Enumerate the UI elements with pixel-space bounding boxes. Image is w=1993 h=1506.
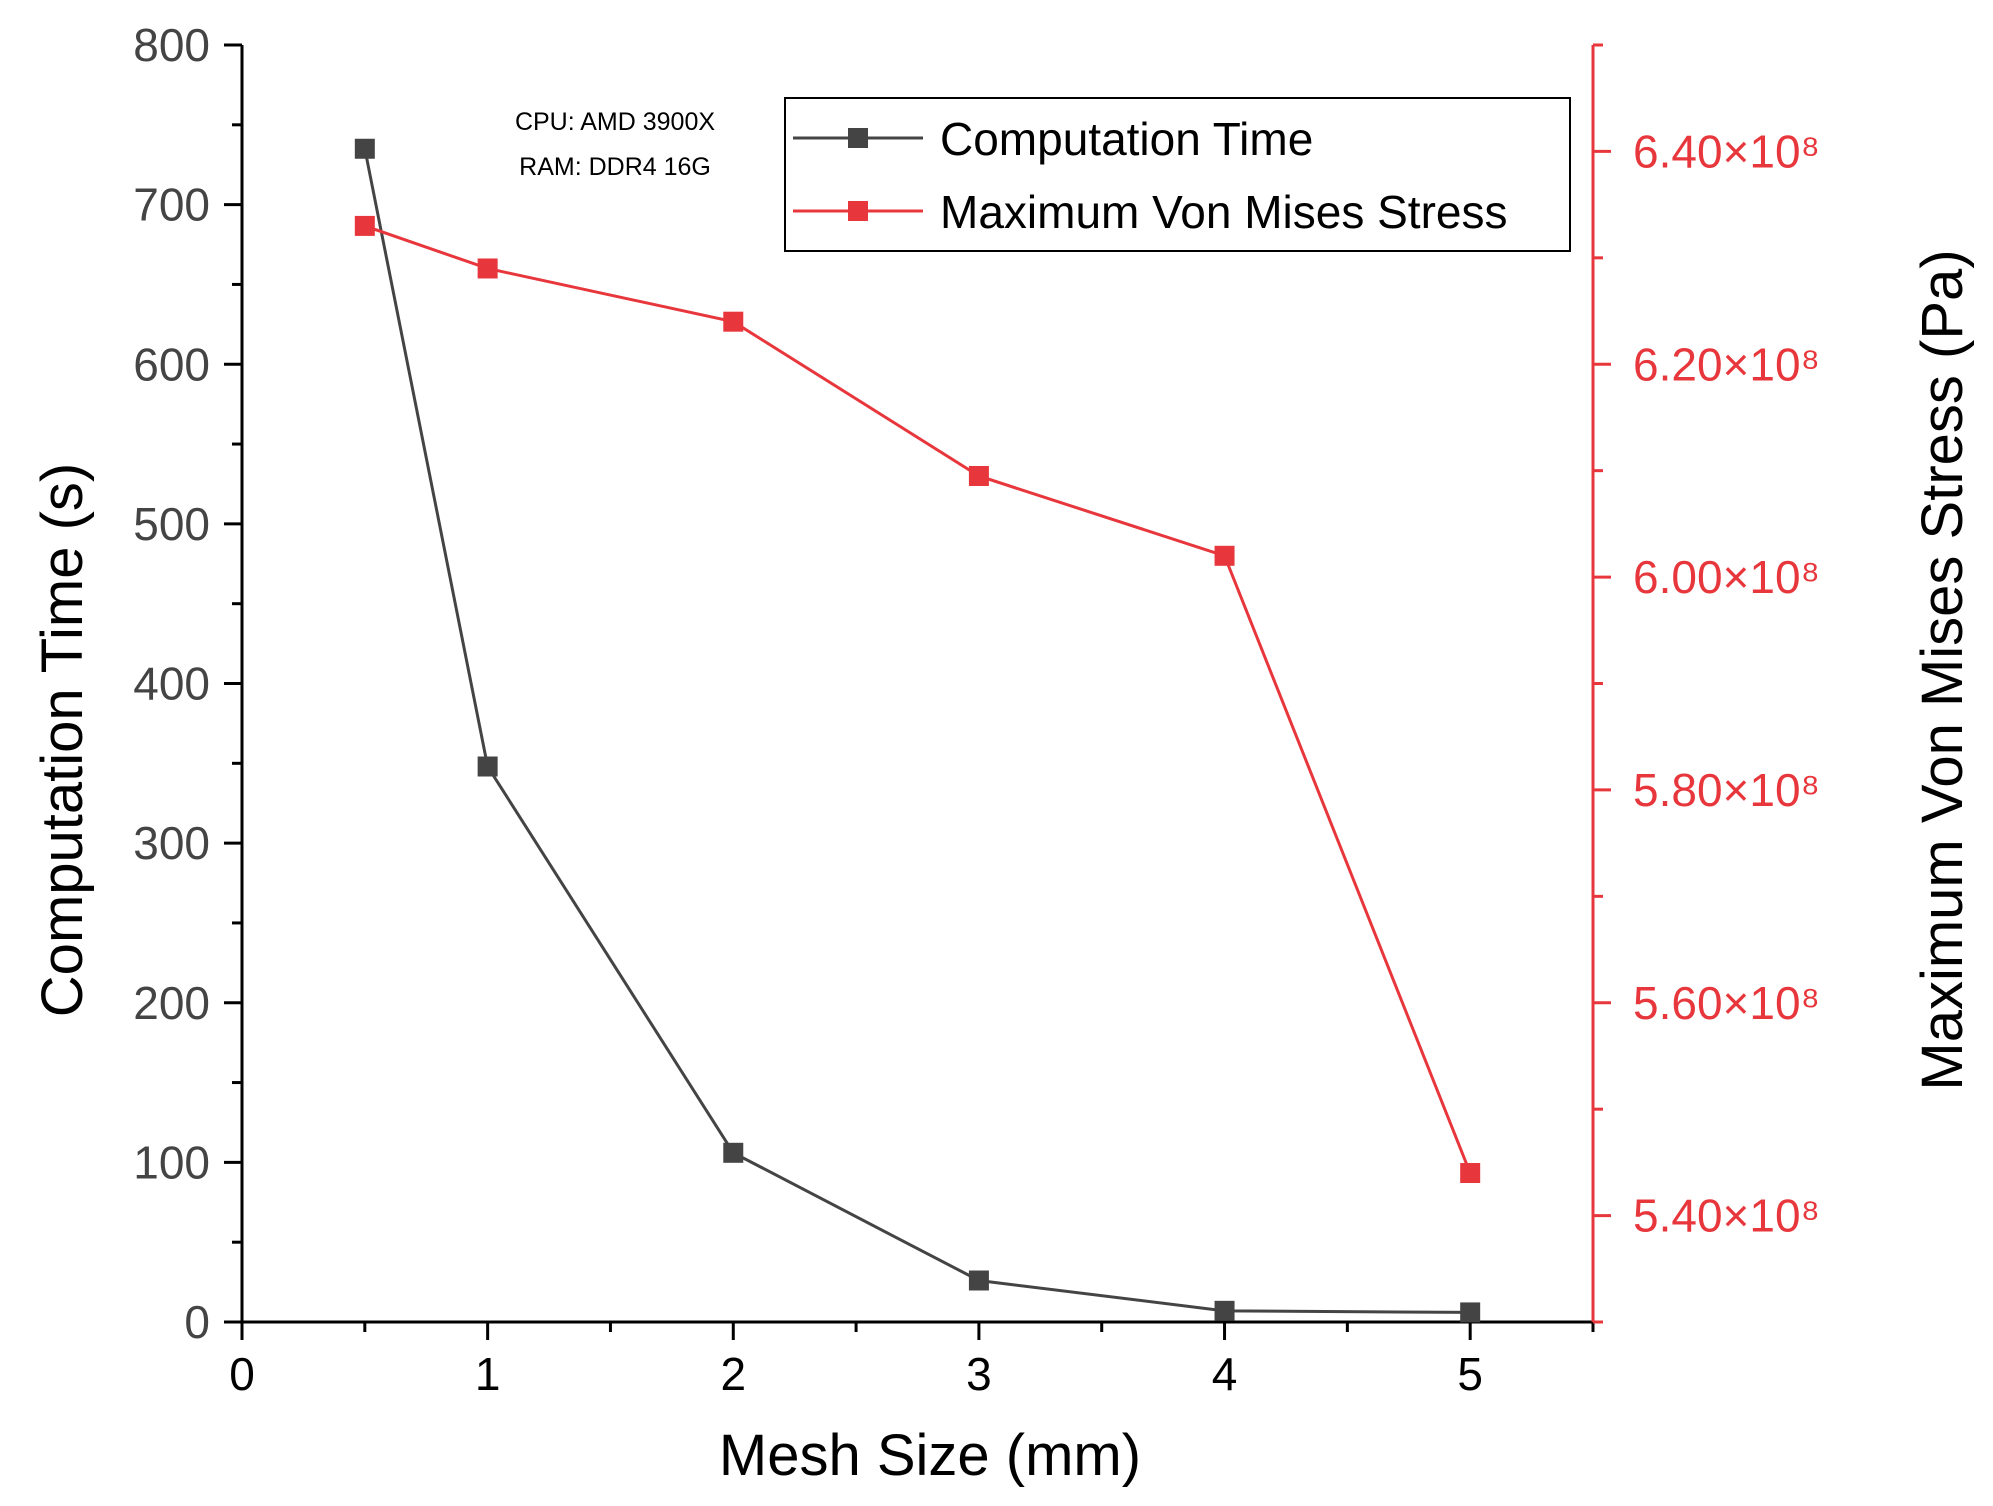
data-point-max-stress — [723, 311, 744, 332]
y-left-tick-label: 500 — [133, 498, 210, 550]
data-point-computation-time — [1214, 1300, 1235, 1321]
data-point-computation-time — [723, 1142, 744, 1163]
data-point-max-stress — [968, 465, 989, 486]
x-tick-label: 0 — [229, 1348, 255, 1400]
annotation-ram: RAM: DDR4 16G — [519, 153, 711, 181]
legend-marker-max-stress — [848, 201, 868, 221]
annotation-cpu: CPU: AMD 3900X — [515, 108, 715, 136]
y-axis-title-right: Maximum Von Mises Stress (Pa) — [1910, 249, 1975, 1090]
data-point-computation-time — [968, 1270, 989, 1291]
y-right-tick-label: 5.60×10⁸ — [1633, 977, 1820, 1029]
legend-label-computation-time: Computation Time — [940, 113, 1313, 165]
y-axis-title-left: Computation Time (s) — [30, 463, 95, 1017]
series-line-computation-time — [363, 148, 1471, 1314]
axes: 0 1 2 3 4 5 0 100 200 300 400 500 600 700 800 5.40×10⁸ 5… — [133, 19, 1820, 1400]
y-right-tick-label: 6.40×10⁸ — [1633, 125, 1820, 177]
x-axis-title: Mesh Size (mm) — [719, 1423, 1141, 1488]
series-line-max-stress — [364, 224, 1472, 1174]
data-point-max-stress — [1214, 545, 1235, 566]
series-layer — [354, 138, 1481, 1323]
data-point-computation-time — [354, 138, 375, 159]
data-point-max-stress — [354, 215, 375, 236]
x-tick-label: 4 — [1212, 1348, 1238, 1400]
y-left-tick-label: 800 — [133, 19, 210, 71]
data-point-computation-time — [477, 756, 498, 777]
y-right-tick-label: 5.80×10⁸ — [1633, 764, 1820, 816]
data-point-max-stress — [1460, 1163, 1481, 1184]
legend-label-max-stress: Maximum Von Mises Stress — [940, 186, 1507, 238]
y-left-tick-label: 600 — [133, 338, 210, 390]
legend: Computation Time Maximum Von Mises Stres… — [784, 97, 1571, 252]
y-left-tick-label: 300 — [133, 817, 210, 869]
x-tick-label: 2 — [720, 1348, 746, 1400]
y-left-tick-label: 200 — [133, 977, 210, 1029]
y-left-tick-label: 700 — [133, 179, 210, 231]
y-right-tick-label: 5.40×10⁸ — [1633, 1190, 1820, 1242]
y-left-tick-label: 0 — [184, 1296, 210, 1348]
y-right-tick-label: 6.00×10⁸ — [1633, 551, 1820, 603]
legend-frame — [784, 97, 1571, 252]
x-tick-label: 5 — [1457, 1348, 1483, 1400]
data-point-computation-time — [1460, 1302, 1481, 1323]
legend-marker-computation-time — [848, 128, 868, 148]
y-left-tick-label: 400 — [133, 658, 210, 710]
data-point-max-stress — [477, 258, 498, 279]
y-right-tick-label: 6.20×10⁸ — [1633, 338, 1820, 390]
y-left-tick-label: 100 — [133, 1136, 210, 1188]
x-tick-label: 3 — [966, 1348, 992, 1400]
x-tick-label: 1 — [475, 1348, 501, 1400]
annotation-box: CPU: AMD 3900X RAM: DDR4 16G — [515, 108, 715, 181]
